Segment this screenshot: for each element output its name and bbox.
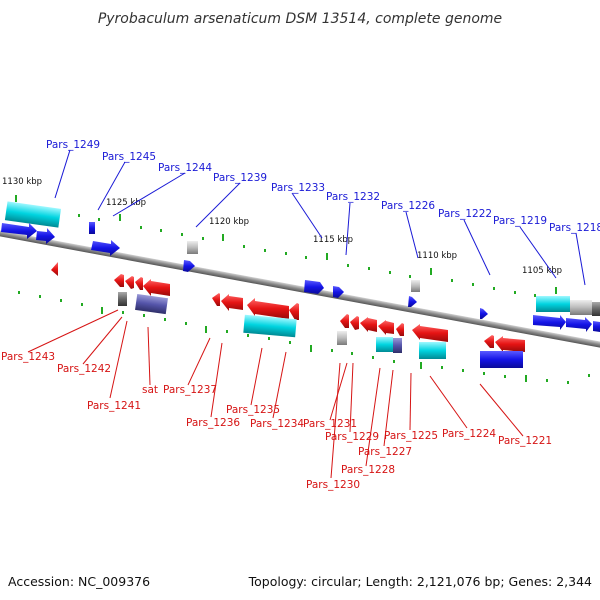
tick-labels: 1130 kbp 1125 kbp 1120 kbp 1115 kbp 1110…	[2, 177, 562, 276]
forward-gene	[91, 240, 120, 256]
leader-lines-bottom	[27, 309, 524, 479]
reverse-gene	[135, 277, 143, 290]
tick-label: 1115 kbp	[313, 235, 353, 245]
gene-label: Pars_1225	[384, 430, 438, 442]
gene-label: Pars_1219	[493, 215, 547, 227]
gene-label: Pars_1227	[358, 446, 412, 458]
gene-label: Pars_1226	[381, 200, 435, 212]
gene-label: Pars_1221	[498, 435, 552, 447]
gene-label: Pars_1231	[303, 418, 357, 430]
rna-feature	[243, 314, 297, 338]
forward-gene	[593, 321, 600, 332]
forward-gene	[533, 315, 566, 330]
forward-gene	[1, 223, 37, 239]
unknown-feature	[592, 302, 600, 316]
other-feature	[393, 338, 402, 353]
gene-label: Pars_1243	[1, 351, 55, 363]
gene-label: Pars_1236	[186, 417, 240, 429]
rna-feature	[4, 201, 61, 228]
forward-gene	[304, 280, 324, 294]
reverse-gene	[221, 294, 243, 311]
forward-gene	[566, 317, 592, 332]
reverse-gene	[125, 276, 134, 289]
map-title: Pyrobaculum arsenaticum DSM 13514, compl…	[98, 11, 502, 27]
gene-label: Pars_1222	[438, 208, 492, 220]
reverse-gene	[484, 335, 494, 348]
reverse-gene	[495, 336, 525, 352]
gene-label: Pars_1228	[341, 464, 395, 476]
accession-label: Accession: NC_009376	[8, 574, 150, 589]
gene-label: Pars_1244	[158, 162, 212, 174]
reverse-gene	[340, 314, 349, 328]
unknown-feature	[337, 331, 347, 345]
tick-label: 1105 kbp	[522, 266, 562, 276]
reverse-gene	[396, 323, 404, 336]
features-top-outer	[1, 201, 600, 332]
reverse-gene	[289, 303, 299, 320]
minor-tick-dots	[18, 207, 590, 384]
gene-label: Pars_1249	[46, 139, 100, 151]
gene-labels-bottom: Pars_1243 Pars_1242 Pars_1241 sat Pars_1…	[1, 351, 552, 491]
unknown-feature	[570, 300, 592, 315]
leader-lines-top	[54, 149, 586, 286]
rna-feature	[419, 342, 446, 359]
genome-summary: Topology: circular; Length: 2,121,076 bp…	[248, 574, 592, 589]
tick-label: 1130 kbp	[2, 177, 42, 187]
unknown-feature	[118, 292, 127, 306]
reverse-gene	[114, 274, 124, 287]
gene-labels-top: Pars_1249 Pars_1245 Pars_1244 Pars_1239 …	[46, 139, 600, 234]
tick-label: 1120 kbp	[209, 217, 249, 227]
forward-gene	[408, 296, 417, 307]
forward-gene	[480, 351, 523, 368]
genome-backbone	[0, 224, 600, 354]
reverse-gene	[350, 316, 359, 330]
reverse-gene	[360, 317, 377, 332]
reverse-gene	[378, 320, 394, 335]
unknown-feature	[187, 241, 198, 254]
gene-label: Pars_1234	[250, 418, 304, 430]
reverse-gene	[412, 324, 448, 342]
reverse-gene	[247, 298, 289, 319]
gene-label: Pars_1233	[271, 182, 325, 194]
tick-label: 1110 kbp	[417, 251, 457, 261]
gene-label: Pars_1241	[87, 400, 141, 412]
gene-label: Pars_1237	[163, 384, 217, 396]
forward-gene	[183, 260, 195, 272]
forward-gene	[89, 222, 95, 234]
gene-label: Pars_1218	[549, 222, 600, 234]
reverse-gene	[51, 262, 58, 276]
other-feature	[135, 293, 168, 315]
gene-label: Pars_1245	[102, 151, 156, 163]
tick-marks	[15, 195, 557, 382]
gene-label: Pars_1242	[57, 363, 111, 375]
forward-gene	[480, 308, 488, 319]
rna-feature	[536, 296, 570, 312]
reverse-gene	[143, 279, 170, 296]
gene-label: Pars_1235	[226, 404, 280, 416]
forward-gene	[36, 228, 55, 244]
gene-label: Pars_1239	[213, 172, 267, 184]
gene-label: Pars_1229	[325, 431, 379, 443]
forward-gene	[333, 286, 344, 298]
tick-label: 1125 kbp	[106, 198, 146, 208]
reverse-gene	[212, 293, 220, 306]
rna-feature	[376, 337, 393, 352]
gene-label: sat	[142, 384, 158, 396]
gene-label: Pars_1232	[326, 191, 380, 203]
features-bottom	[51, 262, 525, 368]
unknown-feature	[411, 280, 420, 292]
gene-label: Pars_1224	[442, 428, 496, 440]
gene-label: Pars_1230	[306, 479, 360, 491]
